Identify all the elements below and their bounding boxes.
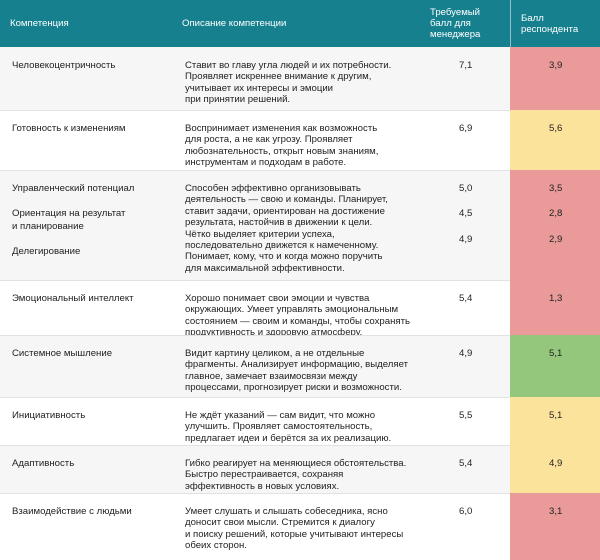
respondent-score: 2,9 — [549, 234, 563, 245]
description-line: главное, замечает взаимосвязи между — [185, 370, 358, 382]
description-line: для роста, а не как угрозу. Проявляет — [185, 134, 353, 146]
required-score: 6,0 — [459, 506, 473, 517]
required-score: 5,5 — [459, 410, 473, 421]
description-line: Понимает, кому, что и когда можно поручи… — [185, 251, 383, 263]
description-line: последовательно движется к намеченному. — [185, 240, 379, 251]
competency: Готовность к изменениям — [12, 123, 126, 134]
row-separator — [0, 335, 510, 336]
header-text: Балл респондента — [521, 12, 579, 35]
competency: Делегирование — [12, 246, 81, 257]
required-score: 7,1 — [459, 60, 473, 71]
row-bg — [0, 335, 510, 397]
respondent-score: 3,9 — [549, 60, 563, 71]
row-bg — [0, 47, 510, 110]
description-line: любознательность, открыт новым знаниям, — [185, 145, 379, 157]
respondent-score: 1,3 — [549, 293, 563, 304]
competency: Системное мышление — [12, 348, 113, 359]
description-line: доносит свои мысли. Стремится к диалогу — [185, 517, 375, 529]
row-bg — [0, 110, 510, 170]
score-cell — [510, 445, 600, 493]
row-separator — [0, 280, 510, 281]
required-score: 4,9 — [459, 234, 473, 245]
description-line: Видит картину целиком, а не отдельные — [185, 348, 365, 359]
required-score: 5,4 — [459, 458, 473, 469]
description-line: состоянием — своим и команды, чтобы сохр… — [185, 315, 410, 327]
competency: Инициативность — [12, 410, 86, 421]
description-line: улучшить. Проявляет самостоятельность, — [185, 421, 373, 433]
row-separator — [0, 493, 510, 494]
respondent-score: 2,8 — [549, 208, 563, 219]
respondent-score: 5,6 — [549, 123, 563, 134]
description-line: ставит задачи, ориентирован на достижени… — [185, 205, 385, 217]
header-cell: Требуемый балл для менеджера — [420, 0, 510, 47]
description-line: и поиску решений, которые учитывают инте… — [185, 528, 404, 540]
row-bg — [0, 280, 510, 335]
description-line: Воспринимает изменения как возможность — [185, 123, 378, 134]
description-line: Быстро перестраивается, сохраняя — [185, 469, 344, 481]
required-score: 5,4 — [459, 293, 473, 304]
score-cell — [510, 170, 600, 280]
description-line: Умеет слушать и слышать собеседника, ясн… — [185, 506, 388, 517]
competency: Управленческий потенциал — [12, 183, 135, 194]
description-line: Гибко реагирует на меняющиеся обстоятель… — [185, 458, 407, 469]
competency: Эмоциональный интеллект — [12, 293, 134, 304]
description-line: при принятии решений. — [185, 94, 291, 106]
score-cell — [510, 280, 600, 335]
description-line: Ставит во главу угла людей и их потребно… — [185, 60, 392, 71]
description-line: Хорошо понимает свои эмоции и чувства — [185, 293, 370, 304]
description-line: предлагает идеи и берётся за их реализац… — [185, 432, 392, 444]
description-line: Способен эффективно организовывать — [185, 183, 361, 194]
header-cell: Описание компетенции — [172, 0, 420, 47]
competency: Ориентация на результат и планирование — [12, 208, 126, 232]
description-line: Не ждёт указаний — сам видит, что можно — [185, 410, 376, 421]
row-bg — [0, 445, 510, 493]
required-score: 4,9 — [459, 348, 473, 359]
row-bg — [0, 493, 510, 560]
description-line: процессами, прогнозирует риски и возможн… — [185, 382, 402, 394]
description-line: эффективность в новых условиях. — [185, 480, 340, 492]
row-separator — [0, 397, 510, 398]
required-score: 4,5 — [459, 208, 473, 219]
description-line: инструментам и подходам в работе. — [185, 157, 347, 169]
row-separator — [0, 110, 510, 111]
description-line: окружающих. Умеет управлять эмоциональны… — [185, 304, 399, 316]
description-line: для максимальной эффективности. — [185, 262, 345, 274]
score-cell — [510, 397, 600, 445]
header-cell: Балл респондента — [510, 0, 600, 47]
description-line: продуктивность и здоровую атмосферу. — [185, 327, 363, 339]
description-line: результата, настойчив в движении к цели. — [185, 217, 373, 229]
competency: Человекоцентричность — [12, 60, 116, 71]
required-score: 6,9 — [459, 123, 473, 134]
description-line: Чётко выделяет критерии успеха, — [185, 228, 335, 240]
description-line: фрагменты. Анализирует информацию, выдел… — [185, 359, 408, 371]
row-separator — [0, 445, 510, 446]
score-cell — [510, 110, 600, 170]
respondent-score: 5,1 — [549, 348, 563, 359]
description-line: Проявляет искреннее внимание к другим, — [185, 71, 372, 83]
header-cell: Компетенция — [0, 0, 172, 47]
header-text: Описание компетенции — [182, 18, 287, 29]
respondent-score: 3,1 — [549, 506, 563, 517]
description-line: учитывает их интересы и эмоции — [185, 82, 334, 94]
header-text: Требуемый балл для менеджера — [430, 7, 481, 40]
row-bg — [0, 170, 510, 280]
score-cell — [510, 47, 600, 110]
competency: Адаптивность — [12, 458, 75, 469]
required-score: 5,0 — [459, 183, 473, 194]
score-cell — [510, 493, 600, 560]
respondent-score: 3,5 — [549, 183, 563, 194]
respondent-score: 5,1 — [549, 410, 563, 421]
competency: Взаимодействие с людьми — [12, 506, 132, 517]
score-cell — [510, 335, 600, 397]
respondent-score: 4,9 — [549, 458, 563, 469]
row-separator — [0, 170, 510, 171]
row-bg — [0, 397, 510, 445]
description-line: обеих сторон. — [185, 540, 247, 552]
header-text: Компетенция — [10, 18, 69, 29]
description-line: деятельность — свою и команды. Планирует… — [185, 194, 388, 206]
